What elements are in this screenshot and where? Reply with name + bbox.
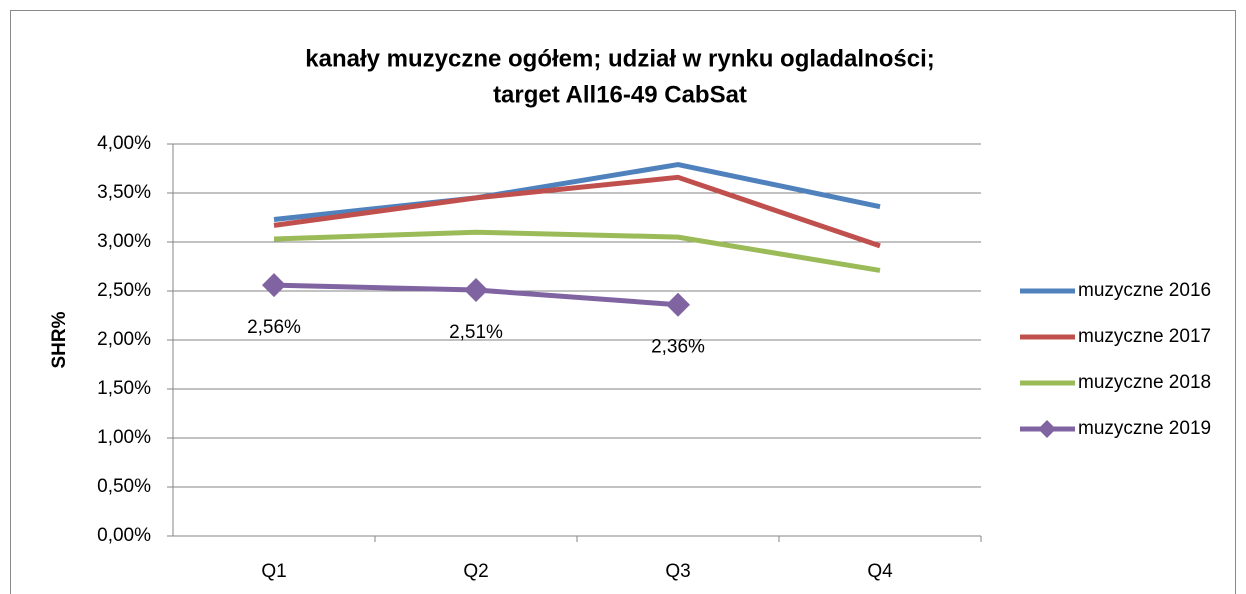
x-tick-label: Q4: [867, 561, 893, 582]
x-tick-label: Q3: [665, 561, 690, 582]
point-marker: [464, 278, 488, 303]
y-tick-label: 3,50%: [97, 182, 151, 203]
legend-label: muzyczne 2019: [1078, 418, 1211, 439]
chart-title: target All16-49 CabSat: [493, 81, 747, 108]
y-tick-label: 4,00%: [97, 133, 151, 154]
series-line: [273, 229, 881, 273]
legend-marker: [1038, 420, 1056, 438]
point-marker: [666, 292, 690, 317]
series-line: [273, 162, 881, 222]
y-tick-label: 0,00%: [97, 525, 151, 546]
y-axis-label: SHR%: [49, 311, 70, 368]
data-label: 2,51%: [449, 322, 503, 343]
y-tick-label: 0,50%: [97, 476, 151, 497]
data-label: 2,56%: [247, 317, 301, 338]
chart-title: kanały muzyczne ogółem; udział w rynku o…: [305, 45, 934, 72]
y-tick-label: 1,00%: [97, 427, 151, 448]
x-tick-label: Q2: [463, 561, 488, 582]
y-tick-label: 2,00%: [97, 329, 151, 350]
x-tick-label: Q1: [261, 561, 286, 582]
data-label: 2,36%: [651, 337, 705, 358]
series-line: [273, 174, 881, 249]
y-tick-label: 3,00%: [97, 231, 151, 252]
point-marker: [262, 273, 286, 298]
legend-label: muzyczne 2016: [1078, 280, 1211, 301]
legend-label: muzyczne 2017: [1078, 326, 1211, 347]
y-tick-label: 2,50%: [97, 280, 151, 301]
y-tick-label: 1,50%: [97, 378, 151, 399]
legend-label: muzyczne 2018: [1078, 372, 1211, 393]
